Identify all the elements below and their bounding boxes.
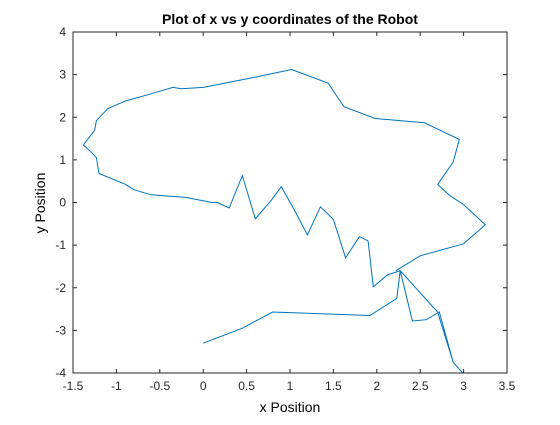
- y-tick-label: -4: [55, 366, 66, 380]
- x-tick-label: 2.5: [412, 379, 429, 393]
- y-tick-label: 4: [59, 25, 66, 39]
- x-axis-ticks: -1.5 -1 -0.5 0 0.5 1 1.5 2 2.5 3 3.5: [63, 32, 516, 393]
- x-tick-label: 3.5: [499, 379, 516, 393]
- y-axis-label: y Position: [32, 173, 48, 234]
- y-tick-label: -2: [55, 281, 66, 295]
- x-tick-label: -0.5: [149, 379, 170, 393]
- plot-area-frame: [72, 31, 508, 374]
- y-tick-label: 2: [59, 110, 66, 124]
- x-tick-label: -1: [111, 379, 122, 393]
- y-tick-label: 0: [59, 196, 66, 210]
- y-tick-label: 1: [59, 153, 66, 167]
- x-tick-label: 0.5: [238, 379, 255, 393]
- x-tick-label: 1: [287, 379, 294, 393]
- y-tick-label: -3: [55, 323, 66, 337]
- x-tick-label: 1.5: [325, 379, 342, 393]
- x-tick-label: -1.5: [63, 379, 84, 393]
- chart-title: Plot of x vs y coordinates of the Robot: [162, 11, 418, 27]
- x-tick-label: 2: [373, 379, 380, 393]
- y-tick-label: 3: [59, 68, 66, 82]
- x-tick-label: 3: [460, 379, 467, 393]
- x-tick-label: 0: [200, 379, 207, 393]
- x-axis-label: x Position: [260, 399, 321, 415]
- y-tick-label: -1: [55, 238, 66, 252]
- series-line: [82, 68, 487, 374]
- y-axis-ticks: -4 -3 -2 -1 0 1 2 3 4: [55, 25, 507, 380]
